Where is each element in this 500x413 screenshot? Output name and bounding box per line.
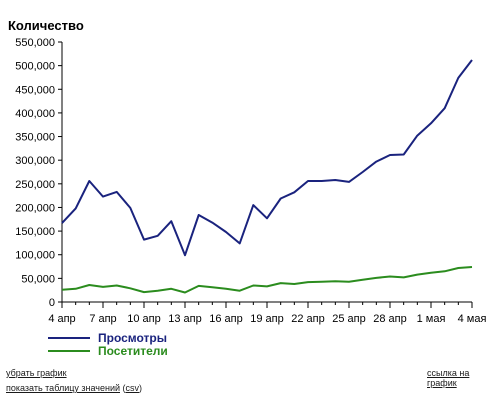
y-tick-label: 50,000 <box>21 273 55 285</box>
x-tick-label: 1 мая <box>417 313 446 325</box>
x-tick-label: 25 апр <box>332 313 365 325</box>
y-tick-label: 500,000 <box>15 61 55 73</box>
legend-swatch-views <box>48 336 90 339</box>
y-tick-label: 400,000 <box>15 108 55 120</box>
y-axis-label: Количество <box>8 18 84 33</box>
x-tick-label: 13 апр <box>168 313 201 325</box>
y-tick-label: 150,000 <box>15 226 55 238</box>
legend-item-visitors: Посетители <box>48 343 168 358</box>
x-axis: 4 апр 7 апр 10 апр 13 апр 16 апр 19 апр 22 апр… <box>48 301 487 325</box>
show-table-link[interactable]: показать таблицу значений <box>6 383 120 393</box>
y-tick-label: 350,000 <box>15 132 55 144</box>
y-tick-label: 250,000 <box>15 179 55 191</box>
chart-link[interactable]: ссылка на график <box>427 368 470 388</box>
legend-label-views: Просмотры <box>98 330 168 345</box>
x-tick-label: 16 апр <box>209 313 242 325</box>
series-line-1 <box>61 266 473 294</box>
y-tick-label: 550,000 <box>15 37 55 49</box>
y-tick-label: 450,000 <box>15 84 55 96</box>
y-tick-label: 100,000 <box>15 250 55 262</box>
legend-item-views: Просмотры <box>48 330 168 345</box>
x-tick-label: 4 мая <box>458 313 487 325</box>
series-line-0 <box>61 59 473 257</box>
x-tick-label: 22 апр <box>291 313 324 325</box>
x-tick-label: 19 апр <box>250 313 283 325</box>
y-tick-label: 300,000 <box>15 155 55 167</box>
series-group <box>61 59 473 294</box>
y-tick-label: 200,000 <box>15 202 55 214</box>
line-chart: Количество 0 50,000 100,000 150,000 200,000 2… <box>8 18 487 325</box>
y-tick-label: 0 <box>49 297 55 309</box>
x-tick-label: 28 апр <box>373 313 406 325</box>
csv-link[interactable]: csv <box>125 383 140 393</box>
x-tick-label: 10 апр <box>127 313 160 325</box>
show-table-row: показать таблицу значений (csv) <box>6 383 142 393</box>
remove-chart-link[interactable]: убрать график <box>6 368 67 378</box>
y-axis: 0 50,000 100,000 150,000 200,000 250,000 300,0… <box>15 37 63 309</box>
x-tick-label: 4 апр <box>48 313 75 325</box>
legend-swatch-visitors <box>48 349 90 352</box>
x-tick-label: 7 апр <box>89 313 116 325</box>
legend-label-visitors: Посетители <box>98 343 168 358</box>
legend: Просмотры Посетители <box>48 330 168 358</box>
